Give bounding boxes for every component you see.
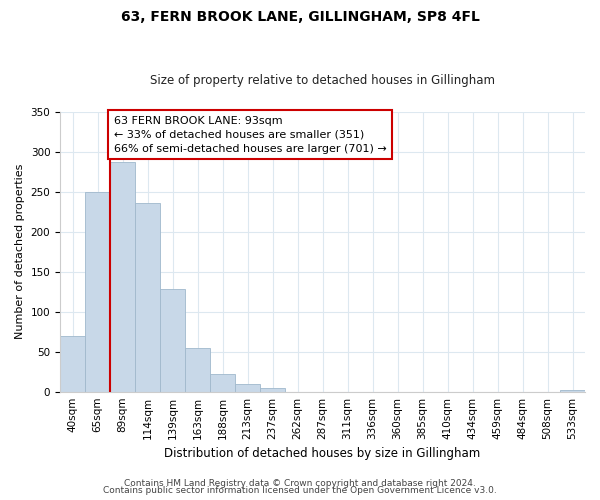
Bar xyxy=(260,388,285,392)
Bar xyxy=(60,336,85,392)
Y-axis label: Number of detached properties: Number of detached properties xyxy=(15,164,25,340)
X-axis label: Distribution of detached houses by size in Gillingham: Distribution of detached houses by size … xyxy=(164,447,481,460)
Title: Size of property relative to detached houses in Gillingham: Size of property relative to detached ho… xyxy=(150,74,495,87)
Bar xyxy=(560,390,585,392)
Bar xyxy=(85,192,110,392)
Bar xyxy=(160,290,185,392)
Bar xyxy=(185,348,210,392)
Text: 63 FERN BROOK LANE: 93sqm
← 33% of detached houses are smaller (351)
66% of semi: 63 FERN BROOK LANE: 93sqm ← 33% of detac… xyxy=(114,116,386,154)
Text: Contains public sector information licensed under the Open Government Licence v3: Contains public sector information licen… xyxy=(103,486,497,495)
Bar xyxy=(235,384,260,392)
Bar xyxy=(210,374,235,392)
Text: Contains HM Land Registry data © Crown copyright and database right 2024.: Contains HM Land Registry data © Crown c… xyxy=(124,478,476,488)
Text: 63, FERN BROOK LANE, GILLINGHAM, SP8 4FL: 63, FERN BROOK LANE, GILLINGHAM, SP8 4FL xyxy=(121,10,479,24)
Bar xyxy=(110,162,135,392)
Bar xyxy=(135,203,160,392)
